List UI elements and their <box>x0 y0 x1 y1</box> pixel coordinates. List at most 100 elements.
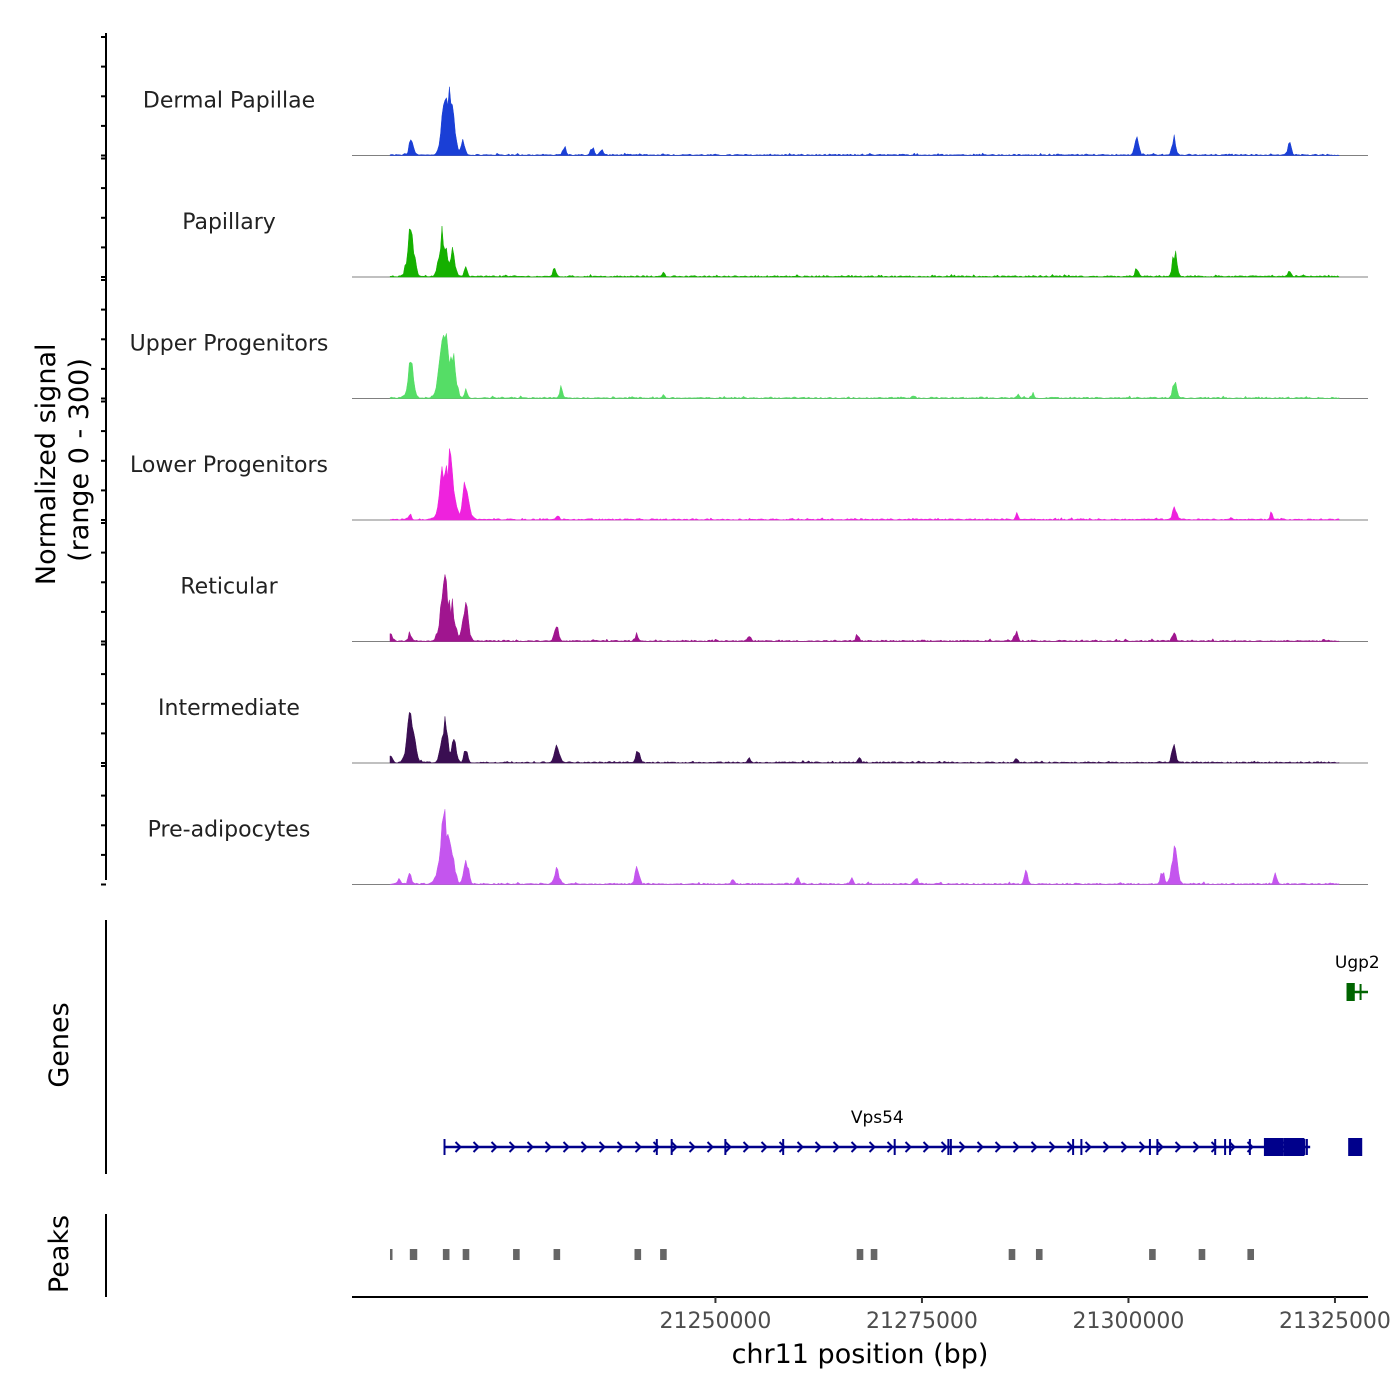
strand-arrow <box>598 1141 606 1153</box>
strand-arrow <box>922 1141 930 1153</box>
x-axis: 21250000 21275000 21300000 21325000 <box>352 1296 1391 1334</box>
signal-area <box>389 333 1340 399</box>
strand-arrow <box>904 1141 912 1153</box>
strand-arrow <box>886 1141 894 1153</box>
strand-arrow <box>1210 1141 1218 1153</box>
strand-arrow <box>1012 1141 1020 1153</box>
exon-block <box>1283 1138 1305 1156</box>
strand-arrow <box>544 1141 552 1153</box>
peak-region <box>442 1249 450 1260</box>
strand-arrow <box>994 1141 1002 1153</box>
track-label: Upper Progenitors <box>130 332 329 357</box>
strand-arrow <box>490 1141 498 1153</box>
exon-block <box>1346 983 1355 1001</box>
peak-region <box>634 1249 642 1260</box>
gene-label: Ugp2 <box>1335 953 1380 973</box>
peak-region <box>856 1249 864 1260</box>
track-label: Pre-adipocytes <box>148 818 311 843</box>
strand-arrow <box>778 1141 786 1153</box>
strand-arrow <box>1102 1141 1110 1153</box>
coverage-track-pre-adipocytes: Pre-adipocytes <box>148 809 1368 885</box>
exon-block <box>1348 1138 1363 1156</box>
strand-arrow <box>850 1141 858 1153</box>
peaks-track-title: Peaks <box>44 1215 75 1293</box>
strand-arrow <box>976 1141 984 1153</box>
strand-arrow <box>706 1141 714 1153</box>
track-label: Reticular <box>180 575 278 600</box>
strand-arrow <box>670 1141 678 1153</box>
peak-region <box>1247 1249 1255 1260</box>
signal-area <box>389 574 1340 642</box>
strand-arrow <box>958 1141 966 1153</box>
strand-arrow <box>796 1141 804 1153</box>
strand-arrow <box>580 1141 588 1153</box>
x-tick-label: 21300000 <box>1072 1309 1184 1334</box>
strand-arrow <box>526 1141 534 1153</box>
x-axis-title: chr11 position (bp) <box>732 1339 989 1370</box>
exon-block <box>1263 1138 1284 1156</box>
x-tick-label: 21250000 <box>659 1309 771 1334</box>
peaks-track <box>389 1249 1255 1260</box>
peak-region <box>409 1249 418 1260</box>
track-label: Papillary <box>182 210 276 235</box>
peak-region <box>660 1249 667 1260</box>
y-axis-title-line-1: Normalized signal <box>31 344 62 586</box>
strand-arrow <box>472 1141 480 1153</box>
peak-region <box>462 1249 470 1260</box>
x-tick-label: 21275000 <box>866 1309 978 1334</box>
peak-region <box>1035 1249 1043 1260</box>
gene-ugp2: Ugp2 <box>1335 953 1380 1001</box>
peak-region <box>513 1249 520 1260</box>
strand-arrow <box>562 1141 570 1153</box>
strand-arrow <box>1192 1141 1200 1153</box>
strand-arrow <box>454 1141 462 1153</box>
strand-arrow <box>1228 1141 1236 1153</box>
track-label: Intermediate <box>158 696 300 721</box>
strand-arrow <box>760 1141 768 1153</box>
genes-track: Vps54 Ugp2 <box>443 953 1380 1156</box>
strand-arrow <box>1156 1141 1164 1153</box>
strand-arrow <box>868 1141 876 1153</box>
coverage-track-lower-progenitors: Lower Progenitors <box>130 448 1368 521</box>
y-axis-title-line-2: (range 0 - 300) <box>64 358 95 562</box>
track-label: Dermal Papillae <box>143 89 315 114</box>
axis-titles: Normalized signal (range 0 - 300) Genes … <box>31 335 989 1370</box>
strand-arrow <box>1084 1141 1092 1153</box>
coverage-track-upper-progenitors: Upper Progenitors <box>130 332 1368 399</box>
strand-arrow <box>832 1141 840 1153</box>
signal-area <box>389 86 1340 156</box>
gene-label: Vps54 <box>851 1108 904 1128</box>
gene-vps54: Vps54 <box>443 1108 1363 1156</box>
signal-area <box>389 226 1340 278</box>
y-axis-title: Normalized signal (range 0 - 300) <box>31 335 95 585</box>
coverage-track-intermediate: Intermediate <box>158 696 1368 764</box>
signal-area <box>389 809 1340 885</box>
peak-region <box>1149 1249 1156 1260</box>
strand-arrow <box>1120 1141 1128 1153</box>
strand-arrow <box>652 1141 660 1153</box>
coverage-track-reticular: Reticular <box>180 574 1368 642</box>
strand-arrow <box>742 1141 750 1153</box>
signal-area <box>389 711 1340 764</box>
track-label: Lower Progenitors <box>130 453 328 478</box>
peak-region <box>870 1249 878 1260</box>
strand-arrow <box>1138 1141 1146 1153</box>
strand-arrow <box>1174 1141 1182 1153</box>
peak-region <box>1008 1249 1016 1260</box>
strand-arrow <box>616 1141 624 1153</box>
left-axes <box>101 33 107 1297</box>
coverage-track-papillary: Papillary <box>182 210 1368 278</box>
strand-arrow <box>1030 1141 1038 1153</box>
genes-track-title: Genes <box>44 1002 75 1087</box>
strand-arrow <box>634 1141 642 1153</box>
x-tick-label: 21325000 <box>1279 1309 1391 1334</box>
peak-region <box>553 1249 561 1260</box>
peak-region <box>1198 1249 1206 1260</box>
strand-arrow <box>1048 1141 1056 1153</box>
coverage-track-dermal-papillae: Dermal Papillae <box>143 86 1368 156</box>
signal-area <box>389 448 1340 521</box>
coverage-tracks: Dermal Papillae Papillary Upper Progenitor… <box>130 86 1368 885</box>
strand-arrow <box>508 1141 516 1153</box>
strand-arrow <box>940 1141 948 1153</box>
